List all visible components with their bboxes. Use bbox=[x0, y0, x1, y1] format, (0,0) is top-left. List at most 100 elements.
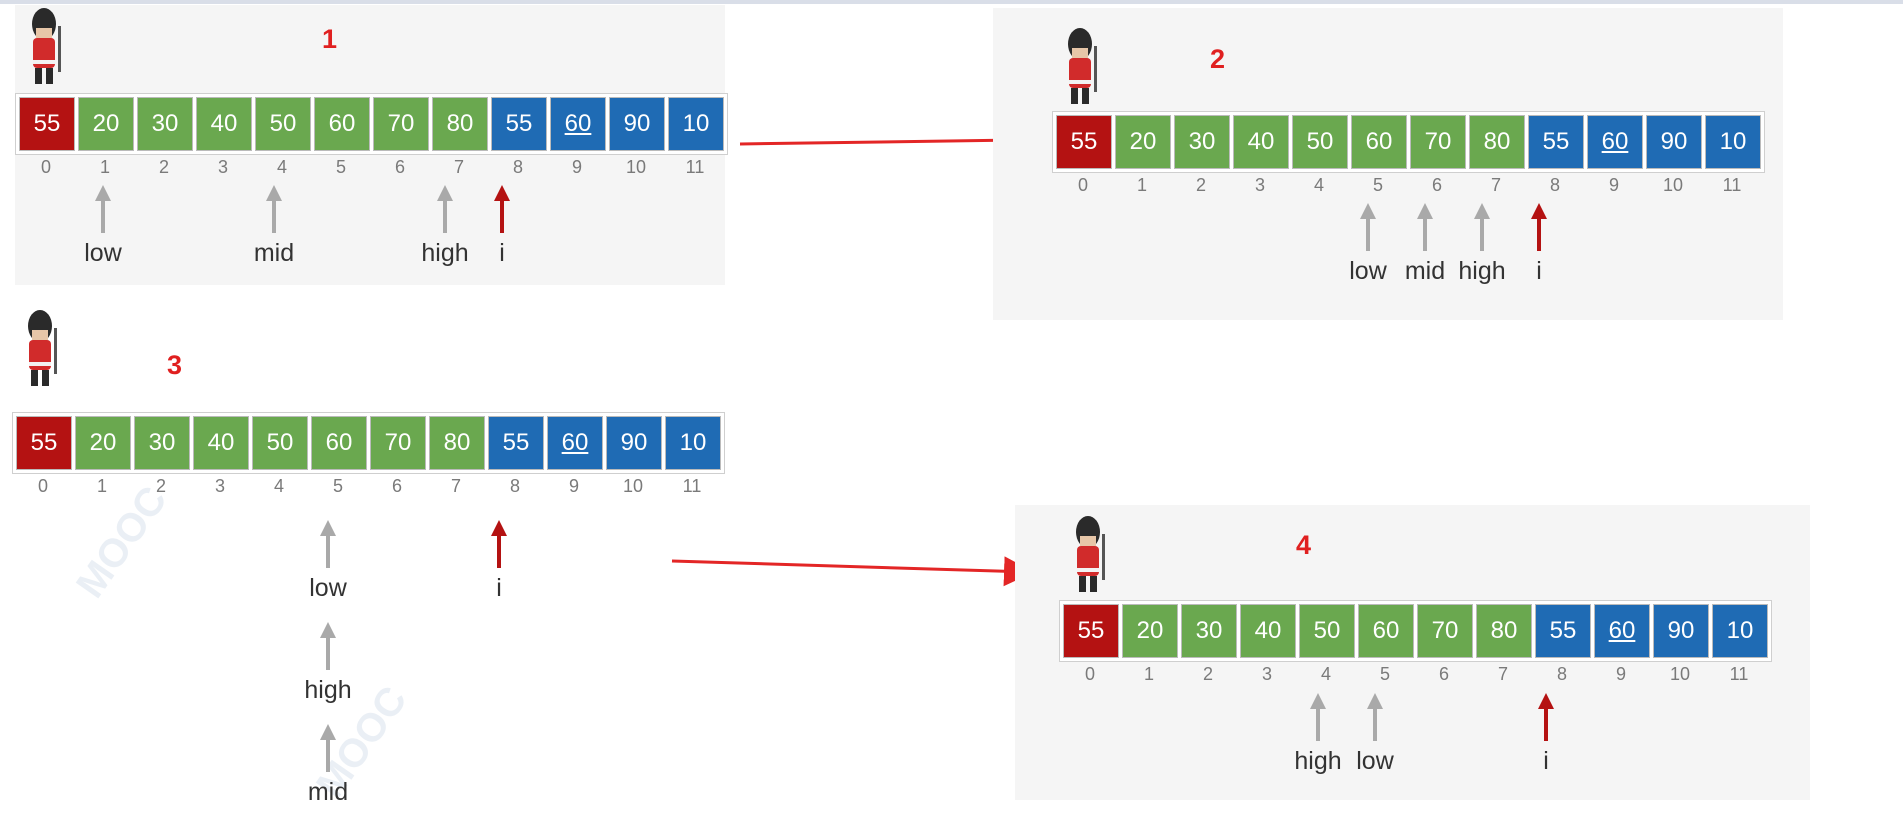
index-row: 0 1 2 3 4 5 6 7 8 9 10 11 bbox=[1055, 175, 1760, 196]
array-cell: 60 bbox=[311, 416, 367, 470]
array-cell: 60 bbox=[1587, 115, 1643, 169]
pointer-label: high bbox=[1294, 747, 1342, 775]
cell-value: 10 bbox=[679, 429, 707, 456]
cell-value: 60 bbox=[1365, 128, 1393, 155]
index-label: 7 bbox=[1490, 175, 1501, 195]
index-label: 7 bbox=[453, 157, 464, 177]
cell-value: 70 bbox=[384, 429, 412, 456]
array-cell: 90 bbox=[1653, 604, 1709, 658]
pointer-label: i bbox=[1543, 747, 1549, 775]
index-label: 5 bbox=[1379, 664, 1390, 684]
array-cell: 90 bbox=[609, 97, 665, 151]
step-number: 1 bbox=[322, 24, 338, 54]
cell-value: 55 bbox=[502, 429, 530, 456]
up-arrow-icon bbox=[1360, 203, 1376, 251]
cell-value: 90 bbox=[1660, 128, 1688, 155]
cell-value: 80 bbox=[1490, 617, 1518, 644]
index-label: 6 bbox=[1431, 175, 1442, 195]
index-label: 7 bbox=[1497, 664, 1508, 684]
up-arrow-icon bbox=[1417, 203, 1433, 251]
array-cell: 10 bbox=[665, 416, 721, 470]
pointer-high: high bbox=[405, 185, 485, 268]
index-row: 0 1 2 3 4 5 6 7 8 9 10 11 bbox=[18, 157, 723, 178]
pointer-label: low bbox=[309, 574, 347, 602]
index-label: 8 bbox=[1549, 175, 1560, 195]
up-arrow-icon bbox=[1474, 203, 1490, 251]
pointer-low: low bbox=[288, 520, 368, 603]
cell-value: 30 bbox=[148, 429, 176, 456]
cell-value: 10 bbox=[682, 110, 710, 137]
array-cell: 50 bbox=[255, 97, 311, 151]
index-label: 5 bbox=[1372, 175, 1383, 195]
pointer-i: i bbox=[462, 185, 542, 268]
pointer-i: i bbox=[1499, 203, 1579, 286]
cell-value: 30 bbox=[1188, 128, 1216, 155]
index-label: 11 bbox=[682, 476, 702, 496]
array-cell: 20 bbox=[1115, 115, 1171, 169]
cell-value: 60 bbox=[564, 110, 592, 137]
up-arrow-icon bbox=[320, 622, 336, 670]
cell-value: 70 bbox=[1431, 617, 1459, 644]
pointer-label: low bbox=[1356, 747, 1394, 775]
index-label: 11 bbox=[1722, 175, 1742, 195]
pointer-high: high bbox=[1278, 693, 1358, 776]
cell-value: 70 bbox=[387, 110, 415, 137]
index-label: 1 bbox=[99, 157, 110, 177]
array-cell: 40 bbox=[196, 97, 252, 151]
array-cell: 55 bbox=[1535, 604, 1591, 658]
array-cell: 55 bbox=[491, 97, 547, 151]
cell-value: 50 bbox=[1313, 617, 1341, 644]
index-label: 4 bbox=[273, 476, 284, 496]
pointer-label: high bbox=[304, 676, 352, 704]
index-label: 10 bbox=[622, 476, 644, 496]
cell-value: 55 bbox=[1070, 128, 1098, 155]
soldier-icon bbox=[1058, 26, 1104, 113]
array-cell: 90 bbox=[606, 416, 662, 470]
array-cell: 80 bbox=[429, 416, 485, 470]
index-label: 7 bbox=[450, 476, 461, 496]
step-1-to-2-arrow bbox=[739, 125, 1026, 156]
cell-value: 20 bbox=[1136, 617, 1164, 644]
pointer-label: i bbox=[1536, 257, 1542, 285]
cell-value: 90 bbox=[620, 429, 648, 456]
array-cell: 30 bbox=[1181, 604, 1237, 658]
array-cell: 10 bbox=[1705, 115, 1761, 169]
pointer-low: low bbox=[1335, 693, 1415, 776]
cell-value: 60 bbox=[1372, 617, 1400, 644]
cell-value: 90 bbox=[1667, 617, 1695, 644]
index-label: 2 bbox=[155, 476, 166, 496]
array-cell: 90 bbox=[1646, 115, 1702, 169]
soldier-icon bbox=[18, 308, 64, 395]
cell-value: 55 bbox=[1077, 617, 1105, 644]
array-cells: 55 20 30 40 50 60 70 80 55 60 90 10 bbox=[12, 412, 725, 474]
pointer-i: i bbox=[1506, 693, 1586, 776]
index-label: 3 bbox=[214, 476, 225, 496]
index-label: 0 bbox=[1077, 175, 1088, 195]
up-arrow-icon bbox=[1367, 693, 1383, 741]
index-label: 5 bbox=[332, 476, 343, 496]
pointer-i: i bbox=[459, 520, 539, 603]
soldier-icon bbox=[22, 6, 68, 93]
array-cell: 60 bbox=[1358, 604, 1414, 658]
index-label: 10 bbox=[625, 157, 647, 177]
array-cell: 60 bbox=[550, 97, 606, 151]
index-label: 10 bbox=[1662, 175, 1684, 195]
index-label: 2 bbox=[1195, 175, 1206, 195]
up-arrow-icon bbox=[95, 185, 111, 233]
cell-value: 60 bbox=[325, 429, 353, 456]
array-cell: 55 bbox=[488, 416, 544, 470]
index-label: 3 bbox=[1254, 175, 1265, 195]
up-arrow-icon bbox=[491, 520, 507, 568]
cell-value: 80 bbox=[1483, 128, 1511, 155]
array-cell: 55 bbox=[1528, 115, 1584, 169]
pointer-label: mid bbox=[253, 239, 295, 267]
index-label: 4 bbox=[276, 157, 287, 177]
index-label: 1 bbox=[96, 476, 107, 496]
array-cell: 50 bbox=[1299, 604, 1355, 658]
array-cell: 70 bbox=[1410, 115, 1466, 169]
index-label: 11 bbox=[1729, 664, 1749, 684]
index-label: 2 bbox=[1202, 664, 1213, 684]
index-label: 3 bbox=[1261, 664, 1272, 684]
cell-value: 40 bbox=[1254, 617, 1282, 644]
